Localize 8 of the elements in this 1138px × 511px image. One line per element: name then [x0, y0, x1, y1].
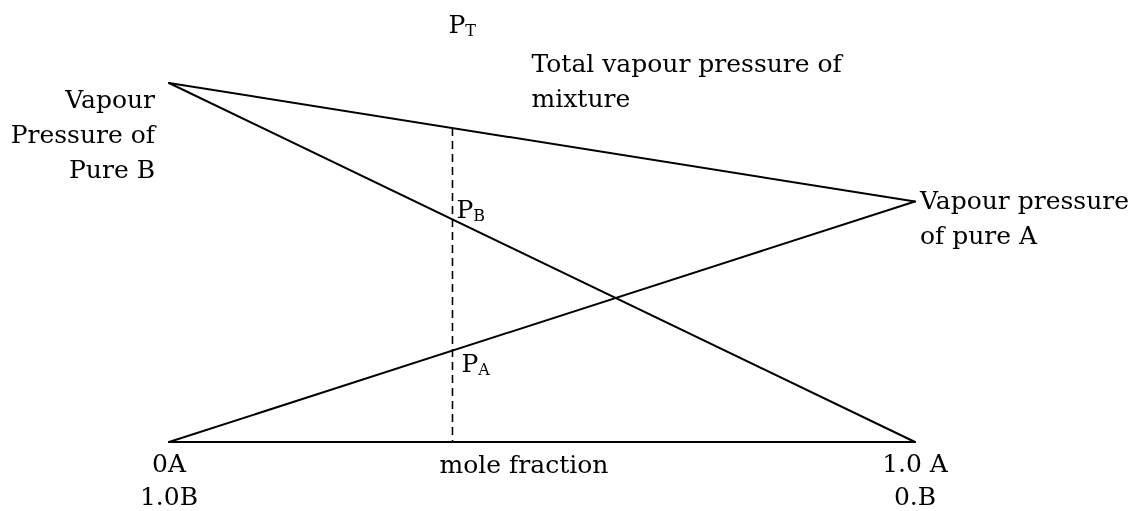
x-tick-label: 1.0 A — [882, 448, 949, 478]
annotation: Vapour Pressure of Pure B — [10, 85, 157, 184]
x2-tick-label: 1.0B — [139, 481, 199, 511]
x-axis-title: mole fraction — [439, 450, 609, 479]
annotation: Vapour pressure of pure A — [919, 186, 1129, 251]
x2-tick-label: 0.B — [893, 481, 937, 511]
x-tick-label: 0A — [152, 448, 187, 478]
series-label: Total vapour pressure of mixture — [531, 48, 844, 113]
